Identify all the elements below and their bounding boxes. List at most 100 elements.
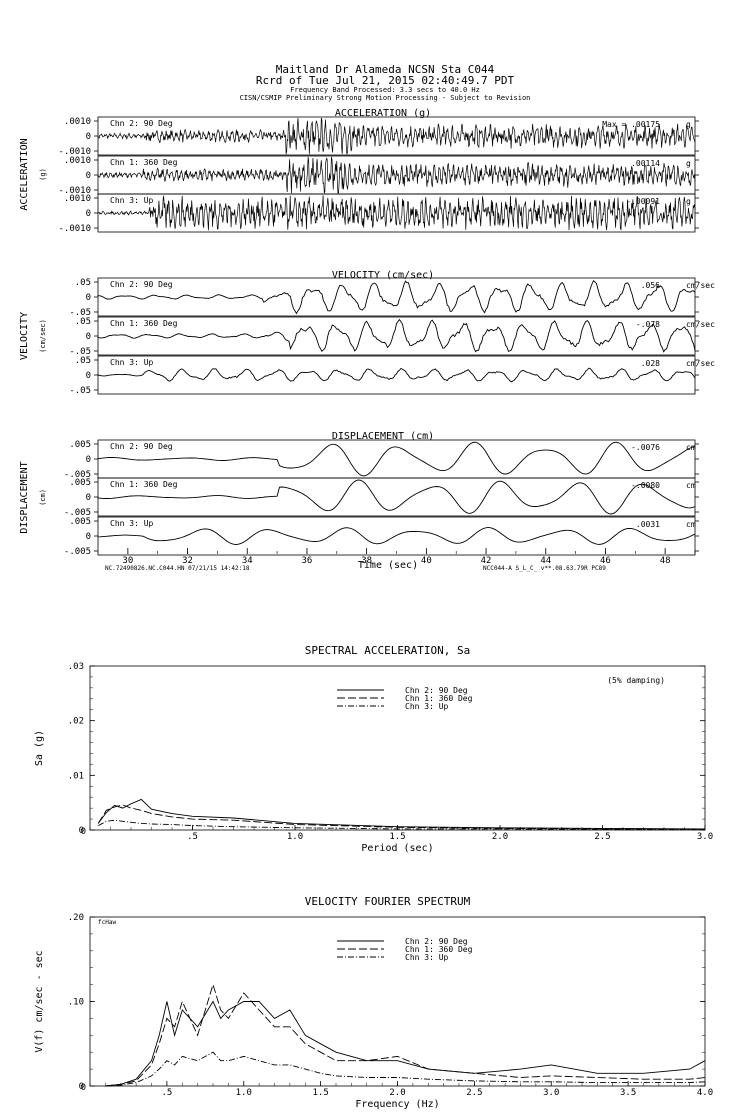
dis-channel-3: .005 0 -.005 Chn 3: Up .0031 cm: [64, 516, 699, 557]
y-tick-label: -.05: [69, 386, 91, 396]
y-tick-label: .0010: [64, 194, 91, 204]
y-tick-label: -.005: [64, 547, 91, 557]
channel-label: Chn 2: 90 Deg: [110, 280, 173, 289]
vel-channel-1: .05 0 -.05 Chn 2: 90 Deg .056 cm/sec: [69, 277, 715, 318]
y-tick-label: 0: [86, 209, 91, 219]
y-tick-label: .005: [69, 440, 91, 450]
y-tick-label: .005: [69, 517, 91, 527]
peak-value: .0031: [636, 520, 660, 529]
y-tick-label: -.0010: [58, 186, 91, 196]
waveform-trace: [97, 367, 696, 383]
peak-value: Max = .00175: [602, 120, 660, 129]
peak-unit: cm: [686, 443, 696, 452]
x-origin-label: 0: [81, 827, 86, 837]
channel-label: Chn 3: Up: [110, 358, 154, 367]
y-tick-label: .05: [75, 356, 91, 366]
y-tick-label: 0: [86, 532, 91, 542]
legend-label: Chn 2: 90 Deg: [405, 937, 468, 946]
record-time: Rcrd of Tue Jul 21, 2015 02:40:49.7 PDT: [256, 74, 515, 87]
y-tick-label: -.005: [64, 508, 91, 518]
channel-label: Chn 3: Up: [110, 519, 154, 528]
time-tick-label: 40: [421, 556, 432, 566]
processing-note: CISN/CSMIP Preliminary Strong Motion Pro…: [240, 94, 531, 102]
sa-annotation: (5% damping): [607, 676, 665, 685]
y-tick-label: .03: [68, 662, 84, 672]
x-tick-label: 2.0: [389, 1088, 405, 1098]
channel-frame: [97, 277, 696, 317]
y-tick-label: .05: [75, 317, 91, 327]
x-tick-label: 1.5: [389, 832, 405, 842]
legend-label: Chn 2: 90 Deg: [405, 686, 468, 695]
record-header: Maitland Dr Alameda NCSN Sta C044 Rcrd o…: [240, 63, 531, 102]
dis-side-unit: (cm): [39, 489, 47, 506]
peak-value: -.0080: [631, 481, 660, 490]
time-axis: Time (sec) NC.72490826.NC.C044.HN 07/21/…: [105, 560, 606, 572]
time-axis-label: Time (sec): [358, 560, 418, 571]
peak-unit: cm: [686, 481, 696, 490]
y-tick-label: .05: [75, 278, 91, 288]
time-tick-label: 36: [302, 556, 313, 566]
x-tick-label: 1.0: [287, 832, 303, 842]
y-tick-label: -.005: [64, 470, 91, 480]
y-tick-label: -.05: [69, 308, 91, 318]
time-tick-label: 44: [540, 556, 551, 566]
peak-value: -.00091: [626, 197, 660, 206]
y-tick-label: 0: [86, 132, 91, 142]
peak-unit: g: [686, 159, 691, 168]
channel-label: Chn 1: 360 Deg: [110, 480, 178, 489]
channel-label: Chn 3: Up: [110, 196, 154, 205]
dis-channel-2: .005 0 -.005 Chn 1: 360 Deg -.0080 cm: [64, 477, 699, 518]
x-tick-label: 4.0: [697, 1088, 713, 1098]
x-origin-label: 0: [81, 1083, 86, 1093]
y-tick-label: .0010: [64, 156, 91, 166]
waveform-trace: [97, 527, 696, 545]
x-tick-label: 3.0: [697, 832, 713, 842]
peak-value: -.0076: [631, 443, 660, 452]
vel-panel: VELOCITY (cm/sec) VELOCITY (cm/sec) .05 0 -.0…: [19, 270, 715, 396]
x-tick-label: 2.0: [492, 832, 508, 842]
vel-side-label: VELOCITY: [19, 312, 30, 360]
acc-side-label: ACCELERATION: [19, 138, 30, 210]
fs-series-3: [105, 1051, 706, 1087]
channel-label: Chn 2: 90 Deg: [110, 119, 173, 128]
waveform-trace: [97, 441, 696, 477]
time-tick-label: 48: [660, 556, 671, 566]
waveform-trace: [97, 117, 696, 155]
time-tick-label: 32: [182, 556, 193, 566]
y-tick-label: .20: [68, 913, 84, 923]
time-tick-label: 46: [600, 556, 611, 566]
peak-value: .028: [641, 359, 660, 368]
x-tick-label: .5: [187, 832, 198, 842]
x-tick-label: 3.0: [543, 1088, 559, 1098]
waveform-trace: [97, 318, 696, 353]
frequency-band: Frequency Band Processed: 3.3 secs to 40…: [290, 86, 480, 94]
acc-title: ACCELERATION (g): [335, 108, 431, 119]
processing-id: NCC044-A S_L_C_ v**.08.63.79R PC89: [483, 565, 606, 572]
record-id: NC.72490826.NC.C044.HN 07/21/15 14:42:18: [105, 565, 250, 572]
fs-ylabel: V(f) cm/sec - sec: [34, 950, 45, 1052]
time-tick-label: 30: [122, 556, 133, 566]
waveform-trace: [97, 279, 696, 315]
dis-side-label: DISPLACEMENT: [19, 461, 30, 533]
fs-series-2: [105, 983, 706, 1087]
time-tick-label: 38: [361, 556, 372, 566]
x-tick-label: 2.5: [594, 832, 610, 842]
peak-value: .00114: [631, 159, 660, 168]
y-tick-label: .0010: [64, 117, 91, 127]
station-title: Maitland Dr Alameda NCSN Sta C044: [276, 63, 495, 76]
peak-unit: cm: [686, 520, 696, 529]
peak-unit: g: [686, 197, 691, 206]
y-tick-label: .01: [68, 771, 84, 781]
vel-side-unit: (cm/sec): [39, 319, 47, 353]
waveform-trace: [97, 195, 696, 231]
peak-unit: cm/sec: [686, 359, 715, 368]
sa-series-2: [97, 804, 705, 830]
y-tick-label: 0: [86, 371, 91, 381]
time-tick-label: 42: [481, 556, 492, 566]
sa-frame: [89, 665, 706, 831]
x-tick-label: .5: [161, 1088, 172, 1098]
time-axis-ticks: 30 32 34 36 38 40 42 44 46 48: [122, 548, 696, 566]
y-tick-label: .005: [69, 478, 91, 488]
acc-panel: ACCELERATION (g) ACCELERATION (g) .0010 0 -.0…: [19, 108, 699, 234]
channel-label: Chn 1: 360 Deg: [110, 319, 178, 328]
